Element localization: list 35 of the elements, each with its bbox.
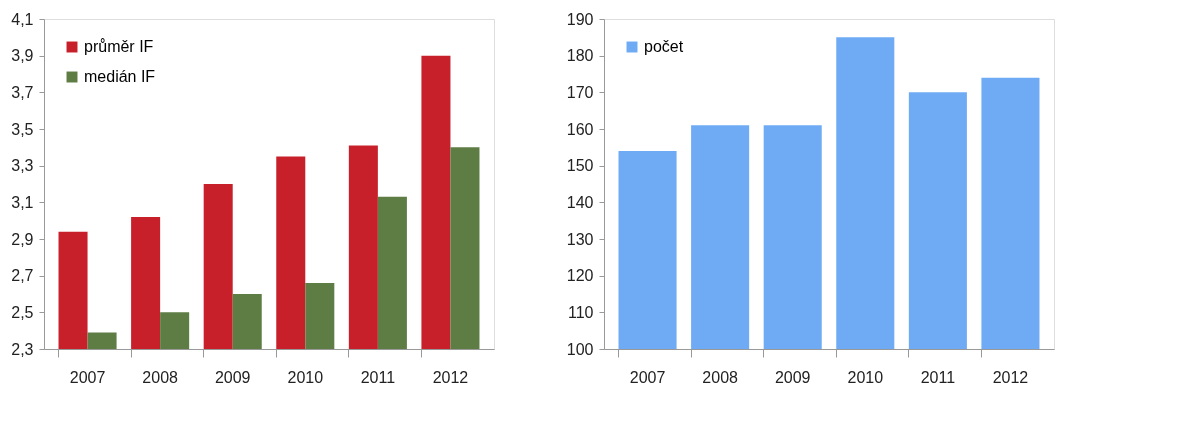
y-tick-label: 3,5	[11, 120, 34, 138]
x-tick-label: 2010	[287, 368, 324, 386]
legend-label: počet	[644, 38, 684, 55]
x-tick-label: 2012	[432, 368, 469, 386]
y-tick-label: 2,9	[11, 230, 34, 248]
y-tick-label: 3,1	[11, 193, 34, 211]
y-tick-label: 4,1	[11, 10, 34, 28]
x-tick-label: 2010	[847, 368, 884, 386]
x-tick-label: 2007	[69, 368, 106, 386]
x-tick-label: 2011	[360, 368, 396, 386]
y-tick-label: 180	[566, 47, 594, 65]
x-tick-label: 2009	[214, 368, 251, 386]
y-tick-label: 190	[566, 10, 594, 28]
y-tick-label: 120	[566, 267, 594, 285]
y-tick-label: 2,5	[11, 303, 34, 321]
x-tick-label: 2012	[992, 368, 1029, 386]
y-tick-label: 140	[566, 193, 594, 211]
y-tick-label: 170	[566, 83, 594, 101]
y-tick-label: 3,3	[11, 157, 34, 175]
y-tick-label: 160	[566, 120, 594, 138]
x-tick-label: 2008	[142, 368, 179, 386]
x-tick-label: 2007	[629, 368, 666, 386]
y-tick-label: 150	[566, 157, 594, 175]
legend-label: průměr IF	[84, 38, 154, 55]
y-tick-label: 3,9	[11, 47, 34, 65]
x-tick-label: 2009	[774, 368, 811, 386]
y-tick-label: 130	[566, 230, 594, 248]
x-tick-label: 2008	[702, 368, 739, 386]
y-tick-label: 110	[567, 303, 594, 321]
y-tick-label: 3,7	[11, 83, 34, 101]
y-tick-label: 100	[566, 340, 594, 358]
y-tick-label: 2,3	[11, 340, 34, 358]
legend-label: medián IF	[84, 68, 156, 85]
x-tick-label: 2011	[920, 368, 956, 386]
y-tick-label: 2,7	[11, 267, 34, 285]
